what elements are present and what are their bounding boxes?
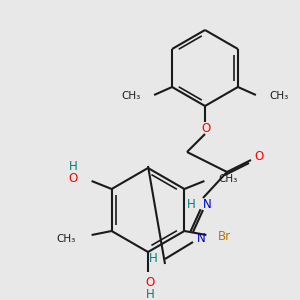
Text: N: N xyxy=(197,232,206,244)
Text: CH₃: CH₃ xyxy=(56,234,76,244)
Text: CH₃: CH₃ xyxy=(269,91,288,101)
Text: H: H xyxy=(187,197,195,211)
Text: O: O xyxy=(146,277,154,290)
Text: H: H xyxy=(69,160,78,173)
Text: CH₃: CH₃ xyxy=(218,174,238,184)
Text: CH₃: CH₃ xyxy=(122,91,141,101)
Text: H: H xyxy=(148,251,158,265)
Text: O: O xyxy=(68,172,78,184)
Text: O: O xyxy=(201,122,211,134)
Text: H: H xyxy=(146,287,154,300)
Text: O: O xyxy=(254,151,264,164)
Text: N: N xyxy=(203,197,212,211)
Text: Br: Br xyxy=(218,230,232,244)
